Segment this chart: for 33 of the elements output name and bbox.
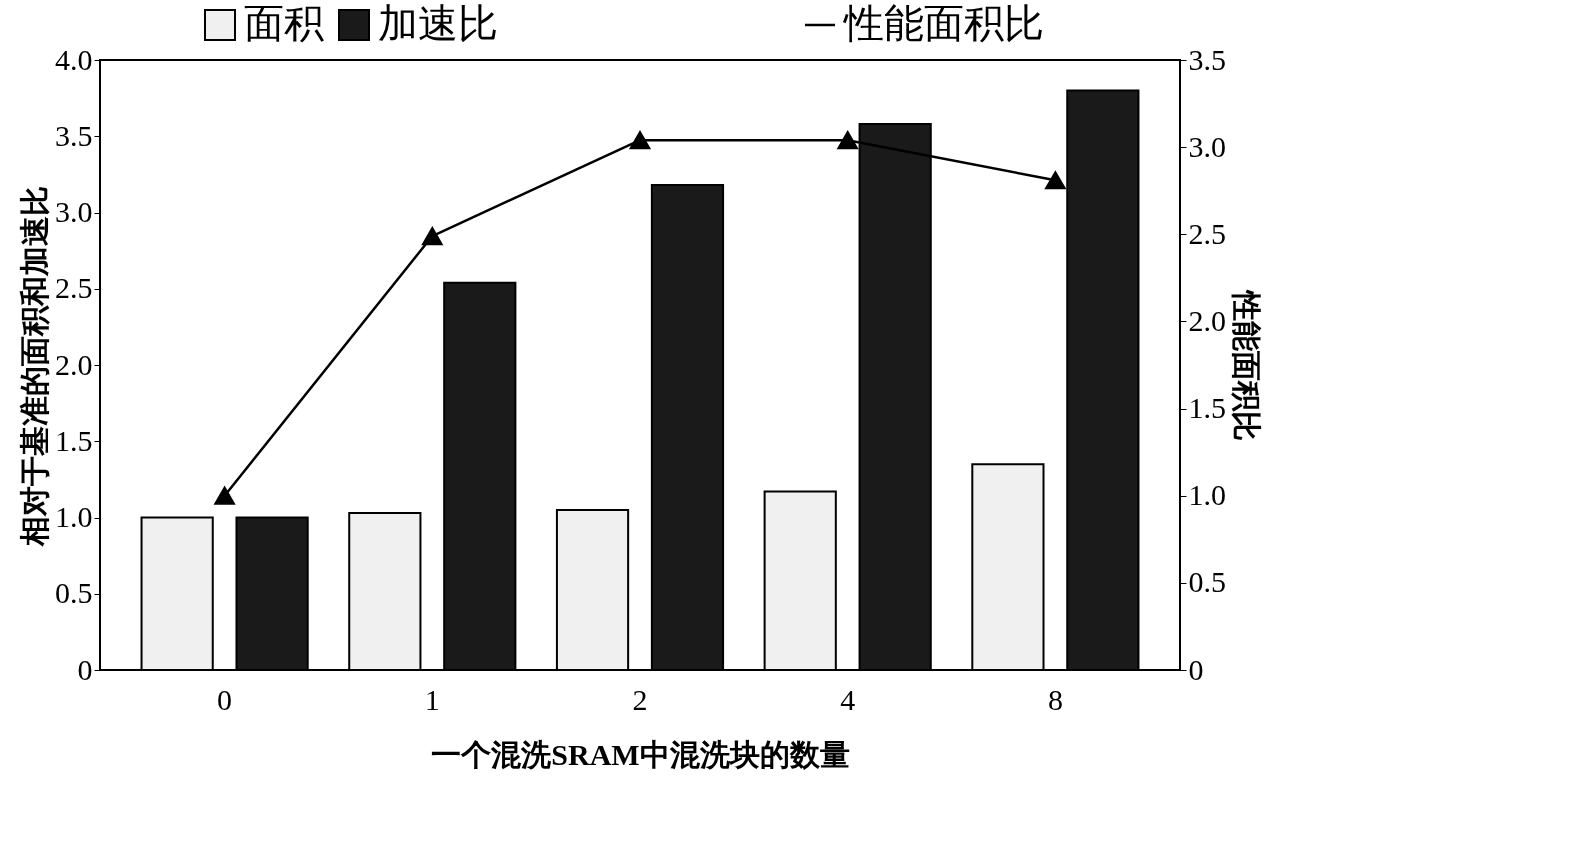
y-axis-title: 相对于基准的面积和加速比 xyxy=(18,185,51,547)
y-tick-label: 2.5 xyxy=(55,271,93,305)
y-tick-label: 1.5 xyxy=(55,423,93,457)
point xyxy=(629,131,651,150)
legend-label: 面积 xyxy=(244,1,324,46)
x-tick-label: 8 xyxy=(1047,682,1063,716)
x-tick-label: 0 xyxy=(217,682,233,716)
x-axis-title: 一个混洗SRAM中混洗块的数量 xyxy=(431,737,850,771)
y2-tick-label: 2.5 xyxy=(1188,216,1226,250)
y-tick-label: 1.0 xyxy=(55,500,93,533)
y2-tick-label: 3.0 xyxy=(1188,129,1226,163)
x-tick-label: 1 xyxy=(424,682,440,716)
y2-tick-label: 1.0 xyxy=(1188,478,1226,512)
y2-tick-label: 1.5 xyxy=(1188,391,1226,425)
y-tick-label: 0.5 xyxy=(55,576,93,610)
y2-tick-label: 0 xyxy=(1188,652,1204,686)
point xyxy=(421,226,443,246)
y-tick-label: 0 xyxy=(77,652,93,686)
y-tick-label: 2.0 xyxy=(55,347,93,381)
y-tick-label: 3.5 xyxy=(55,118,93,152)
y-tick-label: 4.0 xyxy=(55,42,93,76)
legend-label: 性能面积比 xyxy=(842,1,1044,46)
y2-tick-label: 0.5 xyxy=(1188,565,1226,599)
point xyxy=(214,486,235,505)
x-tick-label: 2 xyxy=(632,682,648,716)
y2-tick-label: 3.5 xyxy=(1188,42,1226,76)
point xyxy=(1045,171,1066,190)
legend-label: 加速比 xyxy=(378,1,498,46)
y2-axis-title: 性能面积比 xyxy=(1230,288,1263,441)
point xyxy=(837,131,859,150)
y2-tick-label: 2.0 xyxy=(1188,303,1226,337)
x-tick-label: 4 xyxy=(840,682,856,716)
y-tick-label: 3.0 xyxy=(55,195,93,228)
